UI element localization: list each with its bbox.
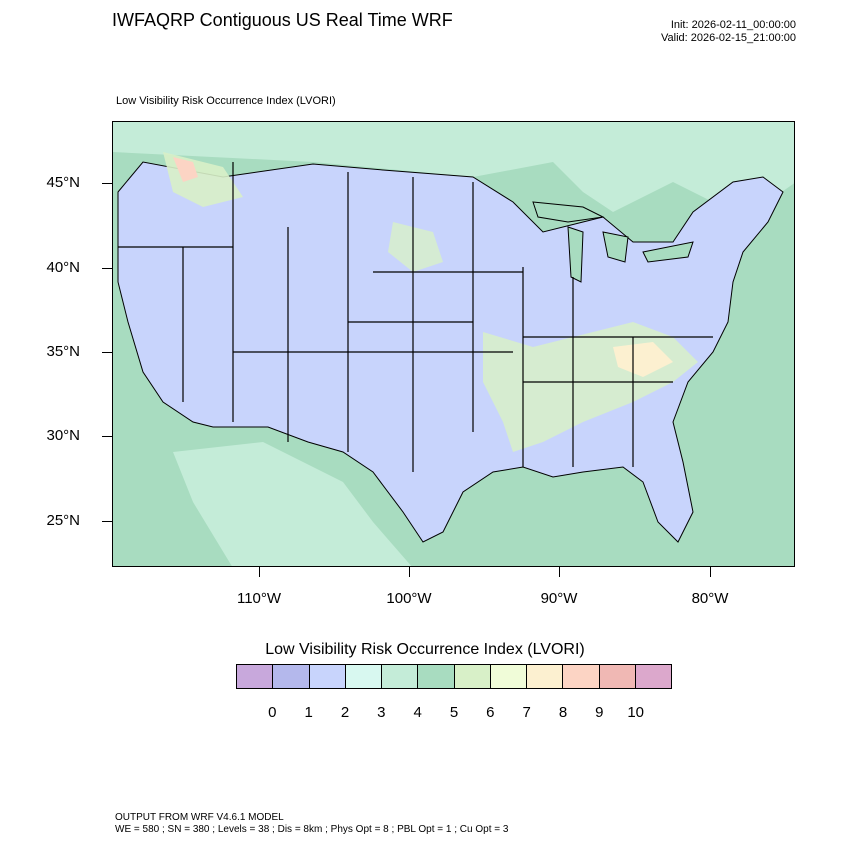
colorbar-cell bbox=[635, 665, 671, 688]
lat-tick bbox=[102, 183, 112, 184]
lat-label-25n: 25°N bbox=[46, 512, 80, 529]
us-map bbox=[113, 122, 794, 566]
lat-tick bbox=[102, 352, 112, 353]
colorbar-cell bbox=[237, 665, 274, 688]
lake-huron bbox=[602, 231, 629, 263]
appalachian-patch bbox=[613, 342, 673, 377]
lon-tick bbox=[559, 567, 560, 577]
lon-label-110w: 110°W bbox=[236, 590, 282, 607]
lake-superior bbox=[532, 201, 605, 223]
lat-label-35n: 35°N bbox=[46, 343, 80, 360]
colorbar-label: 10 bbox=[627, 704, 644, 721]
colorbar-label: 5 bbox=[449, 704, 459, 721]
model-version: OUTPUT FROM WRF V4.6.1 MODEL bbox=[115, 812, 284, 823]
lon-tick bbox=[259, 567, 260, 577]
colorbar-label: 6 bbox=[486, 704, 495, 721]
lat-tick bbox=[102, 436, 112, 437]
field-subtitle: Low Visibility Risk Occurrence Index (LV… bbox=[116, 95, 336, 107]
colorbar-label: 8 bbox=[558, 704, 568, 721]
colorbar-cell bbox=[345, 665, 382, 688]
legend-title: Low Visibility Risk Occurrence Index (LV… bbox=[265, 641, 585, 658]
init-time: Init: 2026-02-11_00:00:00 bbox=[670, 19, 796, 31]
model-info-footer: OUTPUT FROM WRF V4.6.1 MODEL WE = 580 ; … bbox=[115, 812, 508, 836]
northwest-high-patch bbox=[173, 157, 198, 182]
lon-label-80w: 80°W bbox=[691, 590, 729, 607]
lon-tick bbox=[409, 567, 410, 577]
lake-michigan bbox=[567, 226, 584, 283]
colorbar-cell bbox=[490, 665, 527, 688]
lake-erie bbox=[642, 241, 694, 263]
lon-tick bbox=[710, 567, 711, 577]
state-boundaries bbox=[118, 162, 713, 472]
lat-tick bbox=[102, 268, 112, 269]
map-title: IWFAQRP Contiguous US Real Time WRF bbox=[112, 10, 453, 30]
lon-label-90w: 90°W bbox=[540, 590, 578, 607]
run-time-info: Init: 2026-02-11_00:00:00 Valid: 2026-02… bbox=[661, 19, 796, 45]
colorbar-cell bbox=[382, 665, 419, 688]
lon-label-100w: 100°W bbox=[386, 590, 432, 607]
canada-land bbox=[113, 122, 794, 212]
lat-label-30n: 30°N bbox=[46, 427, 80, 444]
colorbar-cell bbox=[418, 665, 455, 688]
colorbar-label: 2 bbox=[340, 704, 350, 721]
colorbar-cell bbox=[309, 665, 346, 688]
colorbar-cell bbox=[563, 665, 600, 688]
colorbar-cell bbox=[599, 665, 636, 688]
colorbar-label: 3 bbox=[377, 704, 386, 721]
map-panel bbox=[112, 121, 795, 567]
lat-label-45n: 45°N bbox=[46, 174, 80, 191]
colorbar bbox=[236, 664, 672, 689]
model-settings: WE = 580 ; SN = 380 ; Levels = 38 ; Dis … bbox=[115, 824, 509, 835]
colorbar-label: 0 bbox=[268, 704, 277, 721]
colorbar-label: 4 bbox=[413, 704, 422, 721]
colorbar-cell bbox=[454, 665, 491, 688]
mexico-land bbox=[173, 442, 412, 566]
colorbar-label: 1 bbox=[304, 704, 313, 721]
lat-tick bbox=[102, 521, 112, 522]
colorbar-cell bbox=[527, 665, 564, 688]
valid-time: Valid: 2026-02-15_21:00:00 bbox=[661, 32, 796, 44]
colorbar-label: 9 bbox=[595, 704, 604, 721]
lat-label-40n: 40°N bbox=[46, 259, 80, 276]
colorbar-label: 7 bbox=[522, 704, 531, 721]
plains-patch bbox=[388, 222, 443, 272]
colorbar-cell bbox=[273, 665, 310, 688]
